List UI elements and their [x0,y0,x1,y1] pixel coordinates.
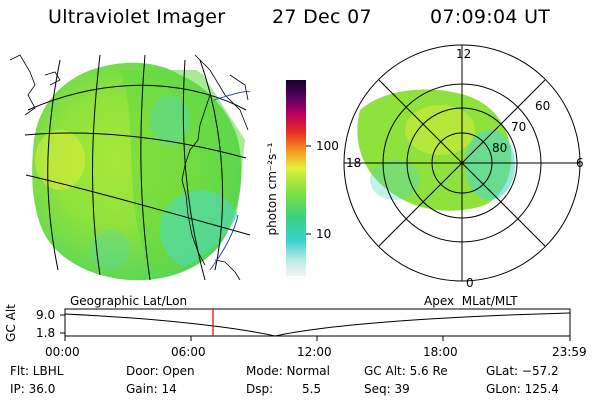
apex-label: Apex MLat/MLT [424,294,518,308]
instrument-title: Ultraviolet Imager [48,6,226,28]
mode-info: Mode: Normal [246,364,330,378]
flt-info: Flt: LBHL [10,364,64,378]
x-tick-1800: 18:00 [423,345,458,359]
geographic-label: Geographic Lat/Lon [70,294,188,308]
mlt-label-6: 6 [576,156,584,170]
polar-plot [343,44,581,282]
gc-alt-info: GC Alt: 5.6 Re [364,364,448,378]
y-tick-1.8: 1.8 [36,326,56,340]
y-tick-9: 9.0 [36,308,56,322]
altitude-panel [60,308,571,341]
date-label: 27 Dec 07 [272,6,372,28]
dsp-value: 5.5 [302,382,322,396]
lat-label-60: 60 [535,99,551,113]
time-label: 07:09:04 UT [430,6,551,28]
x-tick-2359: 23:59 [552,345,587,359]
mlt-label-12: 12 [456,47,472,61]
colorbar-tick-100: 100 [316,139,339,153]
colorbar-tick-10: 10 [316,227,332,241]
glon-info: GLon: 125.4 [486,382,559,396]
mlt-label-18: 18 [346,156,362,170]
mlt-label-0: 0 [466,276,474,290]
color-scale-bar [286,80,311,276]
seq-info: Seq: 39 [364,382,410,396]
x-tick-0000: 00:00 [45,345,80,359]
gc-alt-axis-label: GC Alt [3,304,18,342]
gain-info: Gain: 14 [126,382,177,396]
lat-label-80: 80 [492,141,508,155]
dsp-label: Dsp: [246,382,274,396]
door-info: Door: Open [126,364,195,378]
uv-image [9,54,251,281]
x-tick-1200: 12:00 [297,345,332,359]
colorbar-unit-label: photon cm⁻²s⁻¹ [265,142,279,236]
glat-info: GLat: −57.2 [486,364,559,378]
ip-info: IP: 36.0 [10,382,56,396]
x-tick-0600: 06:00 [171,345,206,359]
lat-label-70: 70 [511,120,527,134]
